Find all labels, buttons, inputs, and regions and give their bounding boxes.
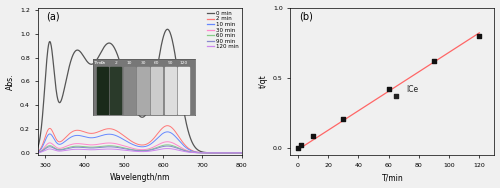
Legend: 0 min, 2 min, 10 min, 30 min, 60 min, 90 min, 120 min: 0 min, 2 min, 10 min, 30 min, 60 min, 90… (206, 10, 239, 50)
Text: ICe: ICe (406, 85, 419, 94)
Y-axis label: Abs.: Abs. (6, 73, 15, 90)
Point (309, 134, 317, 137)
X-axis label: T/min: T/min (382, 174, 404, 182)
Point (297, 144, 305, 147)
Text: (a): (a) (46, 12, 60, 22)
Point (384, 88, 392, 91)
Y-axis label: t/qt: t/qt (258, 74, 268, 88)
X-axis label: Wavelength/nm: Wavelength/nm (110, 174, 170, 182)
Point (340, 117, 347, 120)
Text: (b): (b) (298, 12, 312, 22)
Point (430, 60, 438, 63)
Point (392, 94, 400, 97)
Point (476, 34, 484, 37)
Point (294, 147, 302, 150)
